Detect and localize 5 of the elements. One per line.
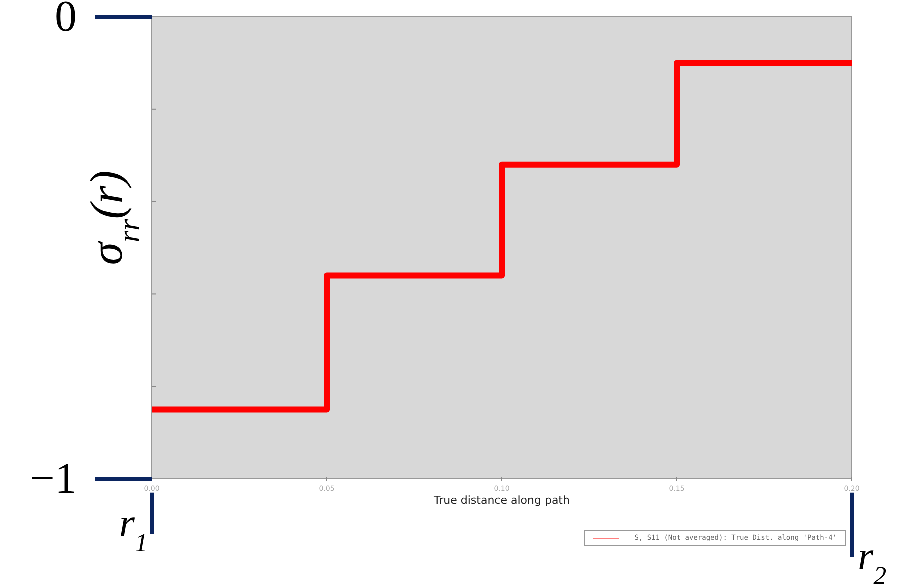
x-axis-title: True distance along path xyxy=(433,494,570,507)
y-tick-label: −1 xyxy=(30,454,77,503)
text: r$_{1}$ xyxy=(119,500,148,557)
y-tick-label: 0 xyxy=(55,0,77,41)
text: r$_{2}$ xyxy=(858,534,887,584)
